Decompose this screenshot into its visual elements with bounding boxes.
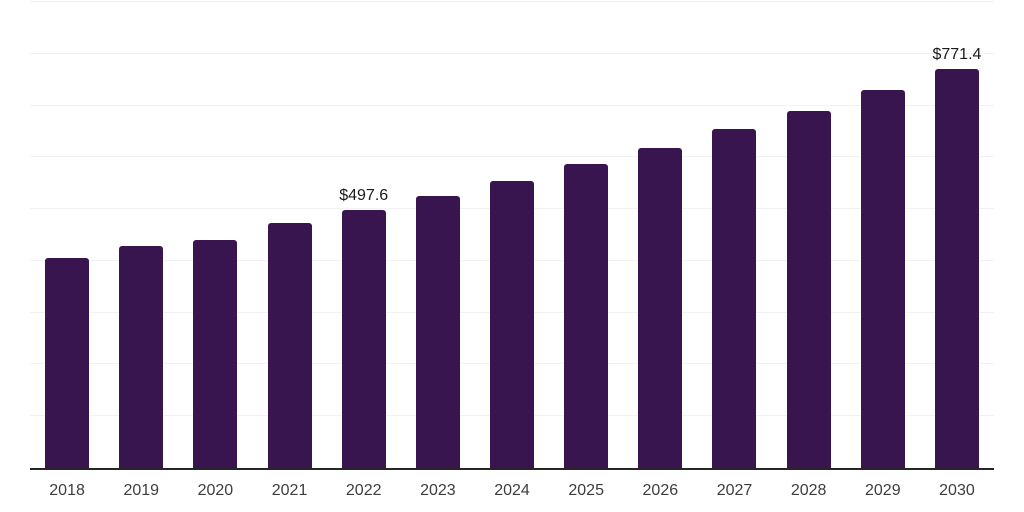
bar-2023 xyxy=(415,196,460,468)
x-axis-label: 2024 xyxy=(494,482,530,499)
gridline xyxy=(30,104,994,106)
bar-slot xyxy=(772,2,846,468)
gridline xyxy=(30,156,994,158)
x-axis-label: 2022 xyxy=(345,482,382,499)
x-axis-label: 2018 xyxy=(49,482,85,499)
gridline xyxy=(30,52,994,54)
bar-2030: $771.4 xyxy=(932,46,981,468)
bar-2025 xyxy=(564,164,609,468)
x-axis-label: 2026 xyxy=(642,482,679,499)
gridline xyxy=(30,1,994,2)
bar-slot xyxy=(252,2,326,468)
bar-2019 xyxy=(119,246,164,468)
x-axis-label: 2023 xyxy=(420,482,456,499)
x-axis-label: 2030 xyxy=(939,482,975,499)
x-axis-label: 2025 xyxy=(568,482,604,499)
bar-2028 xyxy=(786,110,831,468)
x-axis: 2018 2019 2020 2021 2022 2023 2024 2025 2026 2027… xyxy=(30,481,994,501)
bars-container: $497.6 $771.4 xyxy=(30,2,994,468)
bar-slot xyxy=(475,2,549,468)
bar-2022: $497.6 xyxy=(339,187,388,468)
bar-slot xyxy=(30,2,104,468)
x-axis-label: 2021 xyxy=(271,482,308,499)
bar-value-label: $771.4 xyxy=(932,45,982,63)
x-axis-label: 2029 xyxy=(865,482,901,499)
bar-2024 xyxy=(490,181,535,468)
bar-2021 xyxy=(267,223,312,468)
bar-slot xyxy=(104,2,178,468)
bar-slot xyxy=(623,2,697,468)
bar-slot: $497.6 xyxy=(327,2,401,468)
bar-2027 xyxy=(712,128,757,468)
x-axis-label: 2019 xyxy=(123,482,160,499)
plot-area: $497.6 $771.4 xyxy=(30,1,994,470)
x-axis-label: 2027 xyxy=(716,482,753,499)
bar-slot: $771.4 xyxy=(920,2,994,468)
x-axis-label: 2020 xyxy=(197,482,234,499)
bar-2020 xyxy=(193,239,238,468)
bar-2018 xyxy=(45,258,90,468)
x-axis-label: 2028 xyxy=(790,482,827,499)
bar-slot xyxy=(549,2,623,468)
bar-slot xyxy=(178,2,252,468)
bar-2029 xyxy=(860,89,905,468)
bar-slot xyxy=(846,2,920,468)
bar-slot xyxy=(401,2,475,468)
bar-value-label: $497.6 xyxy=(339,187,389,205)
bar-slot xyxy=(697,2,771,468)
bar-2026 xyxy=(638,148,683,468)
